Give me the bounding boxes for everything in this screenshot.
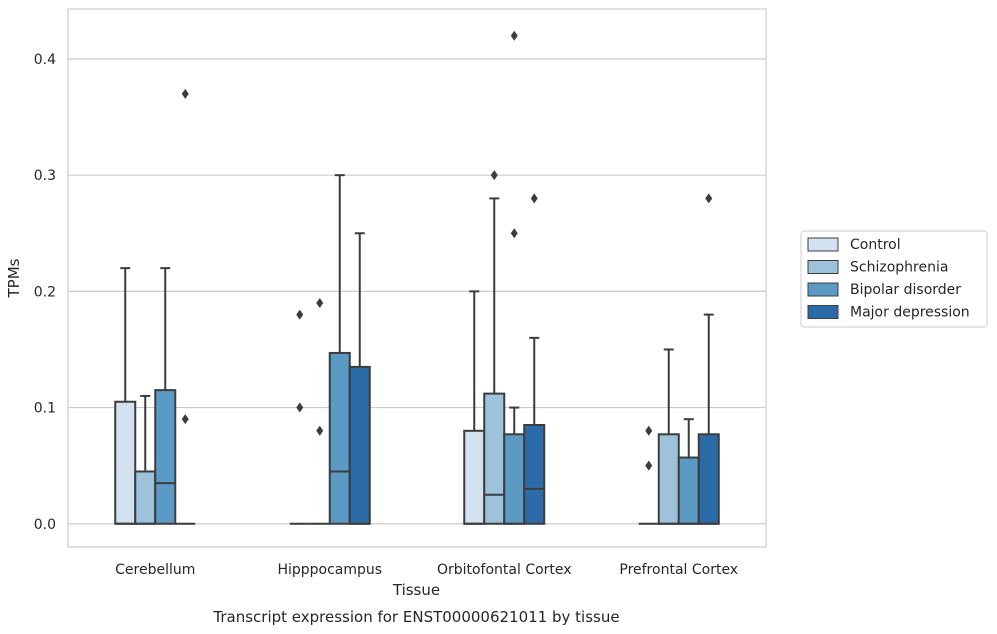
legend-swatch bbox=[807, 260, 839, 274]
outlier-point bbox=[530, 193, 538, 204]
box-control bbox=[289, 309, 310, 525]
box-body bbox=[523, 423, 546, 525]
y-tick-label: 0.0 bbox=[34, 517, 56, 533]
plot-area-frame bbox=[67, 8, 767, 548]
outlier-point bbox=[181, 414, 189, 425]
box-body bbox=[348, 365, 371, 525]
box-schizophrenia bbox=[309, 297, 330, 525]
box-control bbox=[114, 267, 137, 525]
box-bipolar-disorder bbox=[503, 30, 526, 525]
chart-caption: Transcript expression for ENST0000062101… bbox=[212, 608, 619, 626]
y-tick-label: 0.2 bbox=[34, 284, 56, 300]
box-plots bbox=[114, 30, 720, 525]
box-control bbox=[638, 425, 659, 525]
y-tick-label: 0.1 bbox=[34, 401, 56, 417]
box-body bbox=[503, 433, 526, 525]
legend-label: Schizophrenia bbox=[850, 260, 948, 276]
outlier-point bbox=[705, 193, 713, 204]
y-tick-label: 0.3 bbox=[34, 168, 56, 184]
y-axis-label: TPMs bbox=[5, 258, 23, 298]
outlier-point bbox=[296, 402, 304, 413]
box-body bbox=[463, 429, 486, 525]
legend-swatch bbox=[807, 282, 839, 297]
legend-label: Bipolar disorder bbox=[850, 282, 961, 298]
legend-swatch bbox=[807, 237, 839, 252]
x-tick-labels: Cerebellum Hipppocampus Orbitofontal Corte… bbox=[115, 562, 738, 578]
legend-frame bbox=[800, 230, 988, 328]
legend-swatch bbox=[807, 305, 839, 319]
box-schizophrenia bbox=[657, 348, 680, 525]
outlier-point bbox=[645, 460, 653, 471]
y-tick-labels: 0.0 0.1 0.2 0.3 0.4 bbox=[34, 52, 56, 533]
outlier-point bbox=[316, 425, 324, 436]
box-body bbox=[697, 433, 720, 525]
x-axis-label: Tissue bbox=[392, 581, 440, 599]
y-tick-label: 0.4 bbox=[34, 52, 56, 68]
outlier-point bbox=[645, 425, 653, 436]
box-body bbox=[154, 389, 177, 525]
outlier-point bbox=[296, 309, 304, 320]
box-body bbox=[134, 470, 157, 525]
box-bipolar-disorder bbox=[328, 174, 351, 525]
box-bipolar-disorder bbox=[677, 418, 700, 525]
outlier-point bbox=[316, 297, 324, 308]
box-schizophrenia bbox=[483, 170, 506, 525]
outlier-point bbox=[510, 228, 518, 239]
box-body bbox=[114, 400, 137, 525]
outlier-point bbox=[181, 88, 189, 99]
outlier-point bbox=[510, 30, 518, 41]
legend: Control Schizophrenia Bipolar disorder Majo… bbox=[800, 230, 988, 328]
x-tick-label: Prefrontal Cortex bbox=[619, 562, 738, 578]
box-major-depression bbox=[523, 193, 546, 525]
box-bipolar-disorder bbox=[154, 267, 177, 525]
box-body bbox=[677, 456, 700, 525]
box-schizophrenia bbox=[134, 394, 157, 525]
box-body bbox=[328, 351, 351, 525]
x-tick-label: Cerebellum bbox=[115, 562, 195, 578]
box-major-depression bbox=[697, 193, 720, 525]
box-body bbox=[657, 433, 680, 525]
box-body bbox=[483, 392, 506, 525]
legend-label: Major depression bbox=[850, 305, 970, 321]
box-major-depression bbox=[175, 88, 196, 525]
outlier-point bbox=[490, 170, 498, 181]
x-tick-label: Orbitofontal Cortex bbox=[437, 562, 572, 578]
legend-label: Control bbox=[850, 237, 901, 253]
box-major-depression bbox=[348, 232, 371, 525]
x-tick-label: Hipppocampus bbox=[277, 562, 382, 578]
